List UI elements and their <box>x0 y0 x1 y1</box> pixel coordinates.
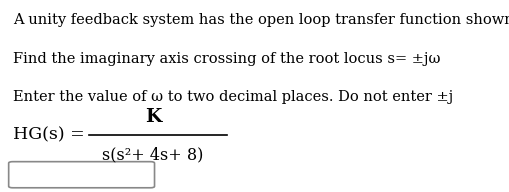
Text: K: K <box>145 108 161 126</box>
Text: Find the imaginary axis crossing of the root locus s= ±jω: Find the imaginary axis crossing of the … <box>13 52 439 66</box>
Text: A unity feedback system has the open loop transfer function shown below.: A unity feedback system has the open loo… <box>13 13 509 27</box>
Text: HG(s) =: HG(s) = <box>13 127 84 144</box>
Text: Enter the value of ω to two decimal places. Do not enter ±j: Enter the value of ω to two decimal plac… <box>13 90 452 104</box>
Text: s(s²+ 4s+ 8): s(s²+ 4s+ 8) <box>102 146 203 163</box>
